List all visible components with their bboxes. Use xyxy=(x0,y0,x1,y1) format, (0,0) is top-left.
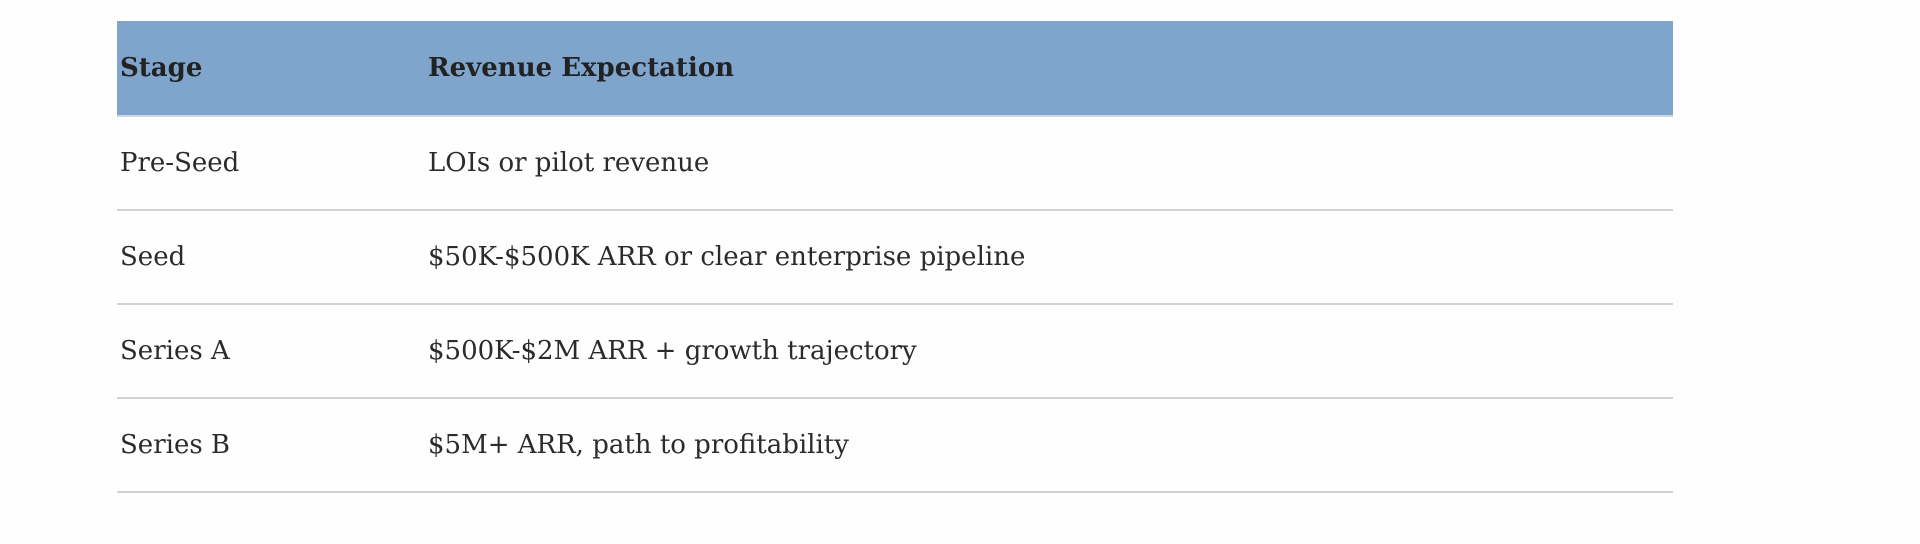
revenue-cell: $5M+ ARR, path to profitability xyxy=(425,398,1673,493)
header-revenue-expectation: Revenue Expectation xyxy=(425,21,1673,117)
table-row: Series B $5M+ ARR, path to profitability xyxy=(117,398,1673,493)
header-stage: Stage xyxy=(117,21,425,117)
revenue-cell: $500K-$2M ARR + growth trajectory xyxy=(425,304,1673,399)
table-row: Series A $500K-$2M ARR + growth trajecto… xyxy=(117,304,1673,399)
table-row: Pre-Seed LOIs or pilot revenue xyxy=(117,116,1673,211)
stage-cell: Series A xyxy=(117,304,425,399)
table-header: Stage Revenue Expectation xyxy=(117,21,1673,117)
revenue-cell: $50K-$500K ARR or clear enterprise pipel… xyxy=(425,210,1673,305)
revenue-stage-table: Stage Revenue Expectation Pre-Seed LOIs … xyxy=(117,21,1673,493)
stage-cell: Series B xyxy=(117,398,425,493)
table-row: Seed $50K-$500K ARR or clear enterprise … xyxy=(117,210,1673,305)
header-row: Stage Revenue Expectation xyxy=(117,21,1673,117)
revenue-cell: LOIs or pilot revenue xyxy=(425,116,1673,211)
stage-cell: Seed xyxy=(117,210,425,305)
stage-cell: Pre-Seed xyxy=(117,116,425,211)
